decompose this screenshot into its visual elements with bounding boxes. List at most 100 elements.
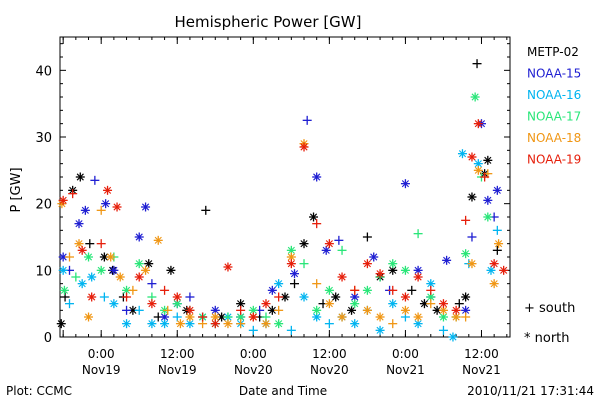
data-point-noaa-18: [65, 252, 75, 262]
legend: METP-02 NOAA-15 NOAA-16 NOAA-17 NOAA-18 NOAA-…: [527, 45, 581, 167]
y-axis-label: P [GW]: [9, 167, 24, 212]
marker-legend: + south * north: [524, 301, 575, 346]
data-point-noaa-17: [96, 265, 106, 275]
legend-entry: NOAA-19: [527, 153, 581, 167]
data-point-noaa-16: [122, 319, 132, 329]
data-point-noaa-16: [77, 279, 87, 289]
data-point-noaa-15: [467, 232, 477, 242]
footer-right: 2010/11/21 17:31:44: [467, 384, 594, 398]
data-point-noaa-16: [147, 319, 157, 329]
plot-frame: [59, 36, 511, 338]
data-point-metp-02: [99, 252, 109, 262]
data-point-noaa-15: [334, 235, 344, 245]
data-point-noaa-18: [461, 312, 471, 322]
data-point-noaa-19: [388, 285, 398, 295]
data-point-noaa-17: [312, 305, 322, 315]
data-point-noaa-15: [80, 205, 90, 215]
data-point-metp-02: [166, 265, 176, 275]
data-point-noaa-18: [163, 305, 173, 315]
data-point-noaa-17: [299, 259, 309, 269]
data-point-noaa-16: [248, 325, 258, 335]
data-point-noaa-16: [134, 305, 144, 315]
data-point-noaa-19: [451, 305, 461, 315]
data-point-noaa-19: [160, 285, 170, 295]
data-point-noaa-19: [480, 172, 490, 182]
data-point-noaa-19: [299, 142, 309, 152]
data-point-noaa-17: [483, 212, 493, 222]
data-point-noaa-19: [274, 292, 284, 302]
data-point-noaa-19: [112, 202, 122, 212]
data-point-noaa-17: [84, 252, 94, 262]
x-axis: 0:00 Nov19 12:00 Nov19 0:00 Nov20 12:00 Nov20 0:…: [62, 37, 508, 377]
data-point-metp-02: [492, 245, 502, 255]
data-point-noaa-19: [58, 195, 68, 205]
x-tick-label: 0:00: [392, 347, 419, 361]
data-point-noaa-18: [84, 312, 94, 322]
data-point-noaa-16: [99, 292, 109, 302]
marker-legend-entry: * north: [524, 331, 570, 346]
data-point-noaa-18: [413, 312, 423, 322]
data-point-noaa-19: [400, 292, 410, 302]
y-axis: 0 10 20 30 40: [35, 43, 510, 346]
data-point-noaa-19: [286, 259, 296, 269]
data-point-noaa-17: [362, 285, 372, 295]
data-point-noaa-17: [470, 92, 480, 102]
y-tick-label: 30: [35, 131, 52, 146]
data-point-noaa-19: [87, 292, 97, 302]
data-point-noaa-15: [302, 115, 312, 125]
data-point-noaa-17: [248, 305, 258, 315]
data-point-noaa-19: [473, 119, 483, 129]
x-tick-sublabel: Nov19: [158, 363, 197, 377]
data-point-noaa-15: [290, 269, 300, 279]
data-point-noaa-15: [109, 265, 119, 275]
data-point-noaa-18: [375, 312, 385, 322]
data-point-noaa-16: [350, 319, 360, 329]
data-point-noaa-19: [248, 312, 258, 322]
data-point-noaa-18: [337, 312, 347, 322]
data-point-noaa-15: [483, 195, 493, 205]
data-point-noaa-19: [467, 152, 477, 162]
data-point-metp-02: [75, 172, 85, 182]
data-point-noaa-17: [274, 319, 284, 329]
data-point-noaa-18: [115, 272, 125, 282]
data-point-metp-02: [309, 212, 319, 222]
data-point-noaa-19: [489, 259, 499, 269]
data-point-metp-02: [461, 292, 471, 302]
data-point-noaa-19: [96, 239, 106, 249]
x-tick-sublabel: Nov21: [462, 363, 501, 377]
x-tick-label: 12:00: [464, 347, 499, 361]
data-point-metp-02: [85, 239, 95, 249]
data-point-noaa-18: [312, 279, 322, 289]
data-point-noaa-15: [492, 185, 502, 195]
data-point-noaa-15: [122, 305, 132, 315]
x-axis-label: Date and Time: [239, 384, 327, 398]
data-point-noaa-16: [109, 299, 119, 309]
data-point-noaa-16: [160, 319, 170, 329]
data-point-metp-02: [407, 285, 417, 295]
data-point-metp-02: [299, 239, 309, 249]
data-point-noaa-17: [324, 285, 334, 295]
data-point-noaa-19: [375, 269, 385, 279]
data-point-noaa-16: [58, 265, 68, 275]
data-point-noaa-16: [87, 272, 97, 282]
data-point-noaa-16: [457, 149, 467, 159]
legend-entry: METP-02: [527, 45, 579, 59]
data-point-noaa-18: [426, 299, 436, 309]
data-point-noaa-16: [299, 292, 309, 302]
x-tick-sublabel: Nov21: [386, 363, 425, 377]
data-point-metp-02: [472, 59, 482, 69]
x-tick-sublabel: Nov20: [310, 363, 349, 377]
legend-entry: NOAA-17: [527, 110, 581, 124]
data-point-noaa-15: [267, 285, 277, 295]
data-point-noaa-15: [369, 252, 379, 262]
data-point-noaa-17: [134, 259, 144, 269]
data-point-noaa-18: [261, 319, 271, 329]
data-point-noaa-17: [337, 245, 347, 255]
data-point-noaa-15: [321, 245, 331, 255]
data-point-noaa-15: [134, 232, 144, 242]
x-tick-label: 12:00: [312, 347, 347, 361]
data-point-noaa-16: [486, 265, 496, 275]
data-point-noaa-19: [77, 245, 87, 255]
data-point-noaa-19: [499, 265, 509, 275]
data-point-noaa-16: [324, 319, 334, 329]
